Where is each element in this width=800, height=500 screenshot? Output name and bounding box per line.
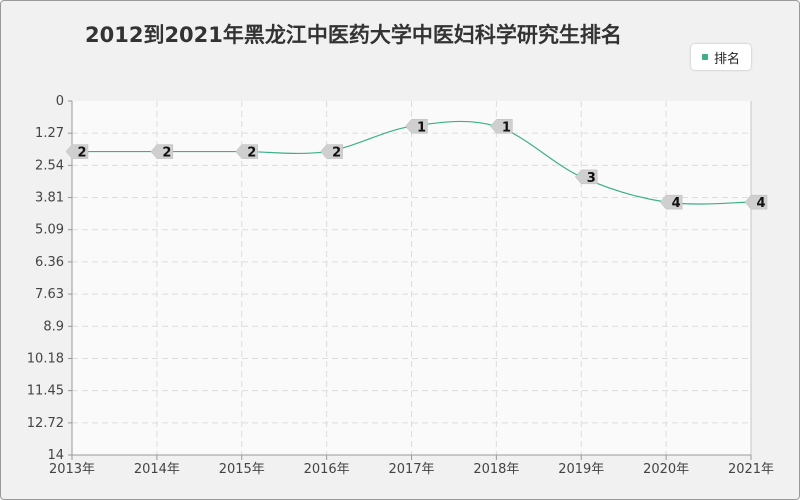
data-label-box	[65, 144, 89, 159]
y-tick-label: 12.72	[27, 416, 64, 431]
y-tick-label: 3.81	[35, 191, 64, 206]
data-label: 2	[162, 146, 171, 161]
x-tick-label: 2020年	[643, 462, 689, 477]
y-tick-label: 1.27	[35, 126, 64, 141]
data-label: 2	[332, 146, 341, 161]
data-label-box	[150, 144, 174, 159]
y-tick-label: 0	[56, 94, 64, 109]
data-label-box	[744, 194, 768, 210]
y-tick-label: 2.54	[35, 158, 64, 173]
y-tick-label: 8.9	[43, 319, 64, 334]
x-tick-label: 2021年	[728, 462, 774, 477]
data-label-box	[490, 119, 513, 134]
y-tick-label: 10.18	[27, 351, 64, 366]
data-label-box	[320, 144, 343, 159]
x-tick-label: 2017年	[388, 462, 434, 477]
data-label: 1	[502, 120, 511, 135]
data-label: 2	[77, 146, 86, 161]
legend-label: 排名	[713, 51, 740, 67]
data-label: 2	[247, 146, 256, 161]
data-label-box	[405, 119, 428, 134]
data-label: 1	[417, 120, 426, 135]
y-tick-label: 14	[47, 448, 64, 463]
x-tick-label: 2014年	[134, 462, 180, 477]
y-tick-label: 7.63	[35, 287, 64, 302]
x-tick-label: 2019年	[558, 462, 604, 477]
y-tick-label: 5.09	[35, 223, 64, 238]
x-tick-label: 2018年	[473, 462, 519, 477]
data-label-box	[659, 194, 683, 210]
data-label-box	[235, 144, 258, 159]
y-tick-label: 11.45	[27, 384, 64, 399]
x-tick-label: 2016年	[304, 462, 350, 477]
data-label: 4	[756, 196, 765, 211]
chart-title: 2012到2021年黑龙江中医药大学中医妇科学研究生排名	[85, 23, 622, 47]
data-label-box	[574, 169, 598, 185]
data-label: 3	[587, 171, 596, 186]
x-tick-label: 2015年	[219, 462, 265, 477]
legend-swatch	[701, 54, 708, 60]
x-tick-label: 2013年	[49, 462, 95, 477]
y-tick-label: 6.36	[35, 255, 64, 270]
legend[interactable]: 排名	[691, 44, 751, 70]
data-label: 4	[672, 196, 681, 211]
